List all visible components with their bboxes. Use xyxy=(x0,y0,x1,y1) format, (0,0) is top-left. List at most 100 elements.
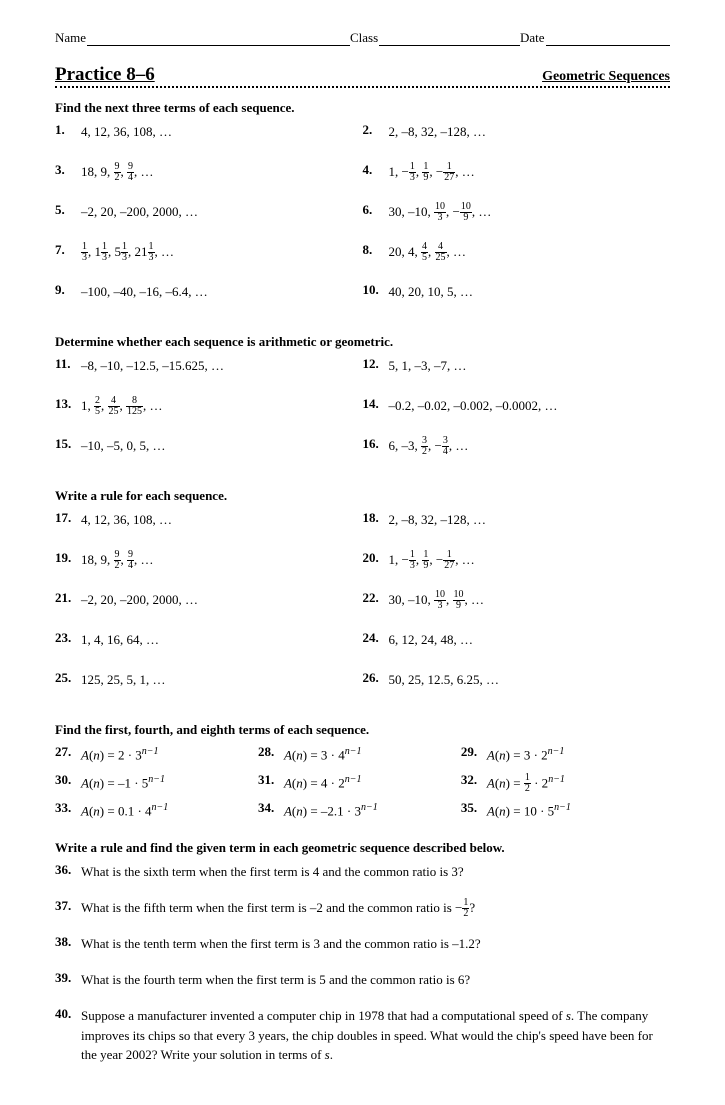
problem: 3.18, 9, 92, 94, … xyxy=(55,162,363,202)
problem-text: A(n) = 10 · 5n−1 xyxy=(487,800,571,821)
problem-text: What is the fifth term when the first te… xyxy=(81,898,475,920)
problem: 15.–10, –5, 0, 5, … xyxy=(55,436,363,476)
problem-text: 2, –8, 32, –128, … xyxy=(389,122,487,142)
title-row: Practice 8–6 Geometric Sequences xyxy=(55,64,670,88)
problem-text: A(n) = 4 · 2n−1 xyxy=(284,772,362,793)
problem-number: 11. xyxy=(55,356,81,372)
problem-grid: 27.A(n) = 2 · 3n−128.A(n) = 3 · 4n−129.A… xyxy=(55,744,670,828)
name-label: Name xyxy=(55,30,86,46)
problem-text: What is the tenth term when the first te… xyxy=(81,934,481,954)
problem-number: 13. xyxy=(55,396,81,412)
problem-number: 37. xyxy=(55,898,81,914)
problem: 35.A(n) = 10 · 5n−1 xyxy=(461,800,670,828)
problem-number: 7. xyxy=(55,242,81,258)
problem: 20.1, −13, 19, −127, … xyxy=(363,550,671,590)
problem: 11.–8, –10, –12.5, –15.625, … xyxy=(55,356,363,396)
problem: 19.18, 9, 92, 94, … xyxy=(55,550,363,590)
problem-text: –0.2, –0.02, –0.002, –0.0002, … xyxy=(389,396,558,416)
problem-text: –10, –5, 0, 5, … xyxy=(81,436,166,456)
problem: 27.A(n) = 2 · 3n−1 xyxy=(55,744,258,772)
problem-number: 34. xyxy=(258,800,284,816)
problem-number: 36. xyxy=(55,862,81,878)
problem-number: 3. xyxy=(55,162,81,178)
problem-text: 6, –3, 32, −34, … xyxy=(389,436,469,458)
problem-text: 1, 25, 425, 8125, … xyxy=(81,396,163,418)
problem-number: 25. xyxy=(55,670,81,686)
problem-number: 12. xyxy=(363,356,389,372)
problem: 28.A(n) = 3 · 4n−1 xyxy=(258,744,461,772)
problem-text: 18, 9, 92, 94, … xyxy=(81,550,154,572)
section-heading: Find the next three terms of each sequen… xyxy=(55,100,670,116)
class-label: Class xyxy=(350,30,378,46)
worksheet-header: Name Class Date xyxy=(55,30,670,46)
problem-text: A(n) = –1 · 5n−1 xyxy=(81,772,165,793)
worksheet-body: Find the next three terms of each sequen… xyxy=(55,100,670,1065)
problem-number: 39. xyxy=(55,970,81,986)
problem-number: 38. xyxy=(55,934,81,950)
problem-text: 40, 20, 10, 5, … xyxy=(389,282,474,302)
problem: 26.50, 25, 12.5, 6.25, … xyxy=(363,670,671,710)
problem: 4.1, −13, 19, −127, … xyxy=(363,162,671,202)
problem-number: 35. xyxy=(461,800,487,816)
section-heading: Find the first, fourth, and eighth terms… xyxy=(55,722,670,738)
problem-number: 33. xyxy=(55,800,81,816)
problem-number: 8. xyxy=(363,242,389,258)
problem-number: 16. xyxy=(363,436,389,452)
class-field: Class xyxy=(350,30,520,46)
problem-text: A(n) = 3 · 2n−1 xyxy=(487,744,565,765)
problem-text: 50, 25, 12.5, 6.25, … xyxy=(389,670,500,690)
problem-number: 31. xyxy=(258,772,284,788)
problem-text: 4, 12, 36, 108, … xyxy=(81,122,172,142)
topic-title: Geometric Sequences xyxy=(542,69,670,85)
problem-number: 22. xyxy=(363,590,389,606)
section-heading: Write a rule for each sequence. xyxy=(55,488,670,504)
problem-number: 2. xyxy=(363,122,389,138)
problem-number: 15. xyxy=(55,436,81,452)
problem-number: 23. xyxy=(55,630,81,646)
problem: 33.A(n) = 0.1 · 4n−1 xyxy=(55,800,258,828)
problem: 12.5, 1, –3, –7, … xyxy=(363,356,671,396)
problem-text: 18, 9, 92, 94, … xyxy=(81,162,154,184)
problem: 34.A(n) = –2.1 · 3n−1 xyxy=(258,800,461,828)
problem-number: 21. xyxy=(55,590,81,606)
problem-number: 20. xyxy=(363,550,389,566)
problem: 32.A(n) = 12 · 2n−1 xyxy=(461,772,670,800)
problem-text: 20, 4, 45, 425, … xyxy=(389,242,467,264)
date-field: Date xyxy=(520,30,670,46)
problem-number: 27. xyxy=(55,744,81,760)
name-blank xyxy=(87,31,350,46)
problem-text: 1, −13, 19, −127, … xyxy=(389,162,475,184)
problem-text: 1, 4, 16, 64, … xyxy=(81,630,159,650)
problem-grid: 1.4, 12, 36, 108, …2.2, –8, 32, –128, …3… xyxy=(55,122,670,322)
section-heading: Determine whether each sequence is arith… xyxy=(55,334,670,350)
problem: 29.A(n) = 3 · 2n−1 xyxy=(461,744,670,772)
problem: 38.What is the tenth term when the first… xyxy=(55,934,670,970)
problem-number: 19. xyxy=(55,550,81,566)
problem: 8.20, 4, 45, 425, … xyxy=(363,242,671,282)
problem-number: 9. xyxy=(55,282,81,298)
problem-text: 1, −13, 19, −127, … xyxy=(389,550,475,572)
problem: 1.4, 12, 36, 108, … xyxy=(55,122,363,162)
problem: 18.2, –8, 32, –128, … xyxy=(363,510,671,550)
date-label: Date xyxy=(520,30,545,46)
problem: 39.What is the fourth term when the firs… xyxy=(55,970,670,1006)
problem-text: 6, 12, 24, 48, … xyxy=(389,630,474,650)
problem-number: 14. xyxy=(363,396,389,412)
problem: 31.A(n) = 4 · 2n−1 xyxy=(258,772,461,800)
problem-number: 29. xyxy=(461,744,487,760)
problem-number: 32. xyxy=(461,772,487,788)
problem-text: 5, 1, –3, –7, … xyxy=(389,356,467,376)
problem-grid: 17.4, 12, 36, 108, …18.2, –8, 32, –128, … xyxy=(55,510,670,710)
problem-number: 30. xyxy=(55,772,81,788)
name-field: Name xyxy=(55,30,350,46)
problem: 36.What is the sixth term when the first… xyxy=(55,862,670,898)
problem-number: 18. xyxy=(363,510,389,526)
problem-text: 4, 12, 36, 108, … xyxy=(81,510,172,530)
problem-text: A(n) = 3 · 4n−1 xyxy=(284,744,362,765)
section-heading: Write a rule and find the given term in … xyxy=(55,840,670,856)
problem: 21.–2, 20, –200, 2000, … xyxy=(55,590,363,630)
problem: 2.2, –8, 32, –128, … xyxy=(363,122,671,162)
problem: 7.13, 113, 513, 2113, … xyxy=(55,242,363,282)
problem: 14.–0.2, –0.02, –0.002, –0.0002, … xyxy=(363,396,671,436)
problem-grid: 11.–8, –10, –12.5, –15.625, …12.5, 1, –3… xyxy=(55,356,670,476)
